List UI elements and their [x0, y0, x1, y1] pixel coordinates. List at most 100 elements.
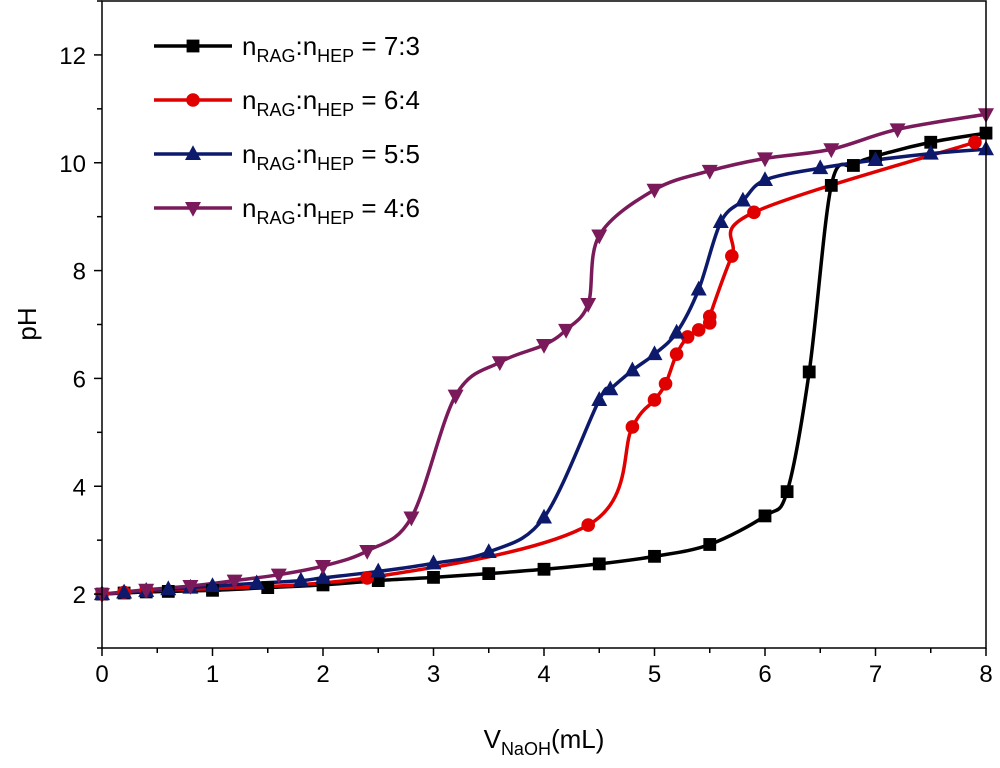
- data-point: [847, 159, 860, 172]
- data-point: [427, 570, 440, 584]
- data-point: [138, 583, 155, 599]
- data-point: [924, 135, 938, 149]
- legend-label: nRAG:nHEP = 7:3: [242, 31, 420, 66]
- data-point: [116, 583, 133, 599]
- data-point: [968, 135, 982, 150]
- data-point: [182, 579, 199, 595]
- data-point: [690, 280, 707, 296]
- data-point: [734, 191, 751, 207]
- legend-entry: nRAG:nHEP = 5:5: [154, 139, 420, 174]
- y-tick-label: 12: [59, 43, 86, 70]
- data-point: [823, 143, 840, 159]
- data-point: [315, 560, 331, 575]
- data-point: [580, 298, 597, 313]
- data-point: [646, 345, 663, 361]
- data-point: [403, 511, 420, 527]
- data-point: [491, 356, 508, 372]
- data-point: [824, 178, 838, 192]
- data-point: [480, 543, 497, 559]
- x-tick-label: 4: [537, 661, 550, 688]
- data-point: [537, 562, 551, 576]
- data-point: [889, 123, 906, 139]
- data-point: [592, 557, 606, 571]
- data-point: [624, 361, 641, 377]
- data-point: [757, 171, 773, 187]
- x-axis-label: VNaOH(mL): [484, 724, 605, 759]
- x-tick-label: 1: [206, 661, 219, 688]
- x-tick-label: 0: [95, 661, 108, 688]
- data-point: [370, 562, 387, 578]
- data-point: [691, 323, 706, 337]
- legend-label: nRAG:nHEP = 5:5: [242, 139, 420, 174]
- x-tick-label: 6: [758, 661, 771, 688]
- y-axis-label: pH: [12, 307, 42, 340]
- data-point: [292, 571, 309, 587]
- data-point: [602, 380, 619, 396]
- x-tick-label: 5: [648, 661, 661, 688]
- data-point: [558, 323, 575, 339]
- data-point: [812, 159, 829, 175]
- data-point: [867, 151, 884, 167]
- legend-marker: [185, 202, 201, 217]
- data-point: [725, 249, 739, 263]
- data-point: [482, 567, 496, 580]
- data-point: [359, 544, 376, 560]
- data-point: [536, 338, 552, 354]
- data-point: [270, 568, 287, 584]
- legend-entry: nRAG:nHEP = 6:4: [154, 85, 420, 120]
- data-point: [712, 213, 729, 229]
- y-tick-label: 2: [73, 582, 86, 609]
- data-point: [591, 391, 608, 406]
- data-point: [625, 420, 640, 434]
- legend-marker: [185, 145, 201, 160]
- data-point: [447, 389, 464, 405]
- legend-label: nRAG:nHEP = 4:6: [242, 193, 420, 228]
- x-tick-label: 7: [869, 661, 882, 688]
- data-point: [669, 347, 684, 361]
- data-point: [680, 330, 695, 344]
- data-point: [261, 581, 275, 595]
- data-point: [758, 509, 772, 523]
- plot-frame: [101, 0, 987, 649]
- data-point: [536, 508, 552, 524]
- data-point: [204, 577, 221, 592]
- data-point: [703, 538, 717, 551]
- legend-entry: nRAG:nHEP = 7:3: [154, 31, 420, 66]
- series-line-3: [101, 147, 987, 596]
- data-point: [648, 549, 661, 563]
- data-point: [360, 571, 375, 585]
- data-point: [591, 229, 608, 245]
- data-point: [160, 580, 177, 596]
- y-tick-label: 8: [73, 259, 86, 286]
- data-point: [581, 518, 595, 532]
- data-point: [248, 574, 265, 590]
- legend-marker: [186, 39, 200, 53]
- data-point: [668, 323, 685, 339]
- x-tick-label: 8: [979, 661, 992, 688]
- legend-entry: nRAG:nHEP = 4:6: [154, 193, 420, 228]
- data-point: [757, 152, 773, 168]
- legend: nRAG:nHEP = 7:3 nRAG:nHEP = 6:4 nRAG:nHEP …: [154, 31, 420, 228]
- series-line-1: [101, 131, 987, 596]
- x-tick-label: 2: [316, 661, 329, 688]
- data-point: [702, 309, 717, 324]
- y-tick-label: 4: [73, 474, 86, 501]
- data-point: [315, 569, 331, 584]
- data-point: [647, 393, 662, 407]
- legend-marker: [186, 93, 200, 107]
- x-tick-label: 3: [427, 661, 440, 688]
- y-tick-label: 6: [73, 366, 86, 393]
- data-point: [747, 205, 761, 220]
- legend-label: nRAG:nHEP = 6:4: [242, 85, 420, 120]
- data-point: [226, 574, 243, 590]
- data-point: [658, 377, 673, 391]
- data-point: [425, 554, 442, 570]
- data-point: [802, 365, 816, 379]
- data-point: [701, 164, 718, 180]
- data-point: [922, 144, 939, 160]
- data-point: [646, 183, 663, 199]
- series-markers: [94, 108, 994, 603]
- y-tick-label: 10: [59, 151, 86, 178]
